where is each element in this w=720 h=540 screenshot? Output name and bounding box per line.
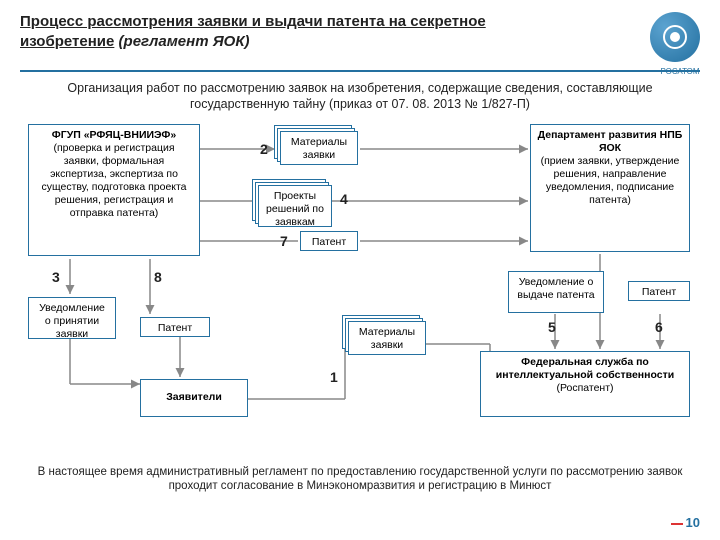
doc-materials-bottom-label: Материалы заявки: [348, 321, 426, 355]
page-number: 10: [671, 515, 700, 530]
box-rospatent: Федеральная служба по интеллектуальной с…: [480, 351, 690, 417]
logo-label: РОСАТОМ: [650, 67, 710, 76]
dept-body: (прием заявки, утверждение решения, напр…: [537, 155, 683, 208]
num-2: 2: [260, 141, 268, 157]
doc-projects: Проекты решений по заявкам: [258, 185, 332, 227]
doc-materials-top: Материалы заявки: [280, 131, 358, 165]
process-diagram: ФГУП «РФЯЦ-ВНИИЭФ» (проверка и регистрац…: [0, 119, 720, 459]
doc-patent-right: Патент: [628, 281, 690, 301]
num-5: 5: [548, 319, 556, 335]
vniief-title: ФГУП «РФЯЦ-ВНИИЭФ»: [35, 129, 193, 142]
box-dept: Департамент развития НПБ ЯОК (прием заяв…: [530, 124, 690, 252]
subtitle: Организация работ по рассмотрению заявок…: [0, 80, 720, 119]
num-1: 1: [330, 369, 338, 385]
num-6: 6: [655, 319, 663, 335]
doc-notice-accept: Уведомление о принятии заявки: [28, 297, 116, 339]
header-divider: [20, 70, 700, 72]
rospatent-body: (Роспатент): [487, 382, 683, 395]
num-8: 8: [154, 269, 162, 285]
doc-projects-label: Проекты решений по заявкам: [258, 185, 332, 227]
doc-notice-issue: Уведомление о выдаче патента: [508, 271, 604, 313]
title-main: Процесс рассмотрения заявки и выдачи пат…: [20, 13, 486, 50]
num-7: 7: [280, 233, 288, 249]
doc-materials-bottom: Материалы заявки: [348, 321, 426, 355]
num-3: 3: [52, 269, 60, 285]
num-4: 4: [340, 191, 348, 207]
dept-title: Департамент развития НПБ ЯОК: [537, 129, 683, 155]
box-vniief: ФГУП «РФЯЦ-ВНИИЭФ» (проверка и регистрац…: [28, 124, 200, 256]
doc-patent-mid: Патент: [300, 231, 358, 251]
box-applicants: Заявители: [140, 379, 248, 417]
doc-patent-left: Патент: [140, 317, 210, 337]
title-reg: (регламент ЯОК): [119, 33, 250, 50]
footer-text: В настоящее время административный регла…: [0, 459, 720, 495]
vniief-body: (проверка и регистрация заявки, формальн…: [35, 142, 193, 221]
applicants-label: Заявители: [166, 391, 222, 404]
rospatent-title: Федеральная служба по интеллектуальной с…: [487, 356, 683, 382]
page-title: Процесс рассмотрения заявки и выдачи пат…: [20, 12, 580, 51]
rosatom-logo: [650, 12, 700, 62]
doc-materials-label: Материалы заявки: [280, 131, 358, 165]
